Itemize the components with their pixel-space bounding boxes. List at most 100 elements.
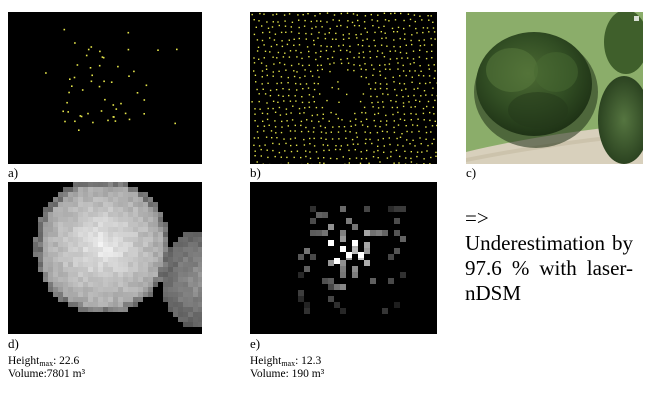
raster-cell bbox=[78, 272, 83, 277]
laser-point bbox=[364, 112, 367, 114]
laser-point bbox=[293, 38, 295, 40]
raster-cell bbox=[68, 212, 73, 217]
raster-cell bbox=[93, 187, 98, 192]
laser-point bbox=[403, 113, 406, 115]
raster-cell bbox=[73, 182, 78, 187]
laser-point bbox=[253, 33, 256, 36]
laser-point bbox=[320, 131, 323, 133]
raster-cell bbox=[103, 257, 108, 262]
laser-point bbox=[274, 155, 276, 158]
raster-cell bbox=[183, 302, 188, 307]
laser-point bbox=[373, 68, 375, 70]
raster-cell bbox=[158, 222, 163, 227]
conclusion-statement: Underestimation by 97.6 % with laser-nDS… bbox=[465, 231, 633, 305]
laser-point bbox=[313, 43, 315, 46]
laser-point bbox=[355, 132, 358, 134]
raster-cell bbox=[108, 267, 113, 272]
raster-cell bbox=[73, 222, 78, 227]
laser-point bbox=[416, 124, 419, 127]
laser-point bbox=[306, 46, 309, 48]
laser-point bbox=[266, 149, 268, 151]
laser-point bbox=[262, 88, 264, 90]
laser-point bbox=[285, 113, 288, 115]
laser-point bbox=[364, 63, 366, 65]
raster-cell bbox=[168, 257, 173, 262]
laser-point bbox=[298, 32, 300, 34]
laser-point bbox=[278, 106, 281, 109]
raster-cell bbox=[93, 292, 98, 297]
laser-point bbox=[376, 56, 378, 58]
raster-cell bbox=[113, 302, 118, 307]
raster-cell bbox=[133, 187, 138, 192]
raster-cell bbox=[98, 227, 103, 232]
raster-cell bbox=[68, 287, 73, 292]
laser-point bbox=[269, 89, 272, 92]
laser-point bbox=[272, 75, 274, 77]
laser-point bbox=[419, 65, 421, 67]
laser-point bbox=[419, 82, 421, 85]
raster-cell bbox=[188, 237, 193, 242]
laser-point bbox=[64, 120, 66, 123]
raster-cell bbox=[198, 247, 202, 252]
laser-point bbox=[112, 104, 115, 106]
raster-cell bbox=[118, 247, 123, 252]
laser-point bbox=[293, 75, 296, 78]
laser-point bbox=[421, 151, 423, 153]
raster-cell bbox=[128, 202, 133, 207]
laser-point bbox=[300, 51, 302, 54]
raster-cell bbox=[163, 247, 168, 252]
raster-cell bbox=[88, 237, 93, 242]
laser-point bbox=[76, 64, 79, 66]
laser-point bbox=[326, 12, 329, 14]
raster-cell bbox=[88, 197, 93, 202]
raster-cell bbox=[193, 322, 198, 327]
laser-point bbox=[411, 43, 413, 46]
raster-cell bbox=[48, 277, 53, 282]
laser-point bbox=[320, 45, 322, 47]
laser-point bbox=[386, 45, 388, 47]
raster-cell bbox=[178, 297, 183, 302]
laser-point bbox=[370, 13, 372, 16]
raster-cell bbox=[138, 242, 143, 247]
raster-cell bbox=[193, 237, 198, 242]
raster-cell bbox=[133, 252, 138, 257]
raster-cell bbox=[78, 297, 83, 302]
laser-point bbox=[422, 27, 425, 29]
laser-point bbox=[328, 149, 330, 151]
raster-cell bbox=[123, 227, 128, 232]
raster-cell bbox=[168, 297, 173, 302]
laser-point bbox=[365, 157, 368, 160]
laser-point bbox=[288, 88, 290, 91]
raster-cell bbox=[183, 242, 188, 247]
laser-point bbox=[382, 106, 385, 108]
raster-cell bbox=[370, 230, 376, 236]
laser-point bbox=[383, 12, 386, 14]
raster-cell bbox=[188, 242, 193, 247]
raster-cell bbox=[148, 197, 153, 202]
raster-cell bbox=[138, 287, 143, 292]
raster-cell bbox=[128, 292, 133, 297]
laser-point bbox=[266, 102, 268, 104]
panel-e-laser-ndsm bbox=[250, 182, 437, 334]
laser-point bbox=[301, 101, 304, 104]
laser-point bbox=[338, 19, 340, 22]
laser-point bbox=[393, 45, 395, 48]
laser-point bbox=[263, 44, 265, 46]
laser-point bbox=[390, 100, 392, 102]
laser-point bbox=[408, 25, 411, 27]
laser-point bbox=[277, 51, 280, 54]
raster-cell bbox=[68, 202, 73, 207]
laser-point bbox=[315, 58, 317, 61]
laser-point bbox=[326, 45, 328, 48]
laser-point bbox=[282, 56, 285, 58]
laser-point bbox=[405, 157, 407, 159]
laser-point bbox=[256, 131, 259, 133]
laser-point bbox=[379, 126, 381, 128]
laser-point bbox=[299, 83, 302, 85]
raster-cell bbox=[88, 212, 93, 217]
laser-point bbox=[261, 39, 264, 42]
laser-point bbox=[313, 82, 316, 85]
laser-point bbox=[346, 12, 349, 14]
raster-cell bbox=[168, 277, 173, 282]
laser-point bbox=[403, 119, 406, 121]
